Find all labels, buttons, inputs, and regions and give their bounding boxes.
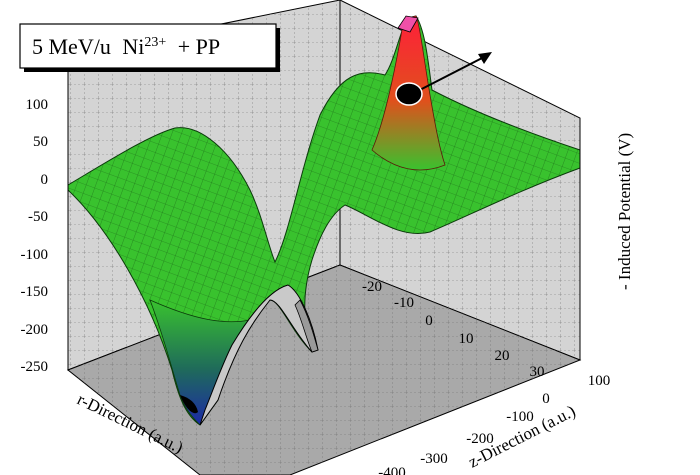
deep-well-cutout (180, 395, 198, 414)
zdir-tick-label: -400 (378, 465, 406, 475)
zdir-tick-label: -200 (466, 431, 494, 447)
title-box (19, 23, 277, 69)
zdir-tick-label: -100 (506, 409, 534, 425)
z-tick-label: -50 (28, 209, 48, 225)
z-axis-ticks: 100 50 0 -50 -100 -150 -200 -250 (21, 97, 49, 375)
z-tick-label: -100 (21, 247, 49, 263)
z-tick-label: -150 (21, 284, 49, 300)
surface-cut-wall (199, 284, 319, 426)
z-tick-label: 50 (33, 134, 48, 150)
ion-marker (395, 82, 423, 106)
peak-cap (397, 15, 419, 33)
title-charge: 23+ (144, 35, 166, 50)
z-tick-label: -200 (21, 322, 49, 338)
z-tick-label: -250 (21, 359, 49, 375)
ion-direction-arrow (409, 55, 487, 96)
r-axis-ticks: -20 -10 0 10 20 30 (362, 279, 545, 380)
title-energy: 5 MeV/u (32, 34, 111, 59)
z-tick-label: 0 (41, 172, 49, 188)
title-ion: Ni (122, 34, 144, 59)
zdir-tick-label: 100 (588, 373, 611, 389)
zlabel: - Induced Potential (V) (615, 133, 634, 290)
z-tick-label: 100 (26, 97, 49, 113)
r-tick-label: -10 (394, 295, 414, 311)
zdir-axis-ticks: 100 0 -100 -200 -300 -400 (378, 373, 610, 475)
secondary-well (294, 299, 319, 353)
arrow-head (478, 52, 492, 64)
title-target: + PP (178, 34, 220, 59)
zdir-tick-label: 0 (542, 391, 550, 407)
chart-title: 5 MeV/u Ni23+ + PP (32, 26, 220, 59)
r-tick-label: -20 (362, 279, 382, 295)
zdir-tick-label: -300 (420, 451, 448, 467)
r-tick-label: 10 (459, 331, 474, 347)
r-tick-label: 20 (495, 348, 510, 364)
r-tick-label: 30 (530, 364, 545, 380)
r-tick-label: 0 (425, 313, 433, 329)
